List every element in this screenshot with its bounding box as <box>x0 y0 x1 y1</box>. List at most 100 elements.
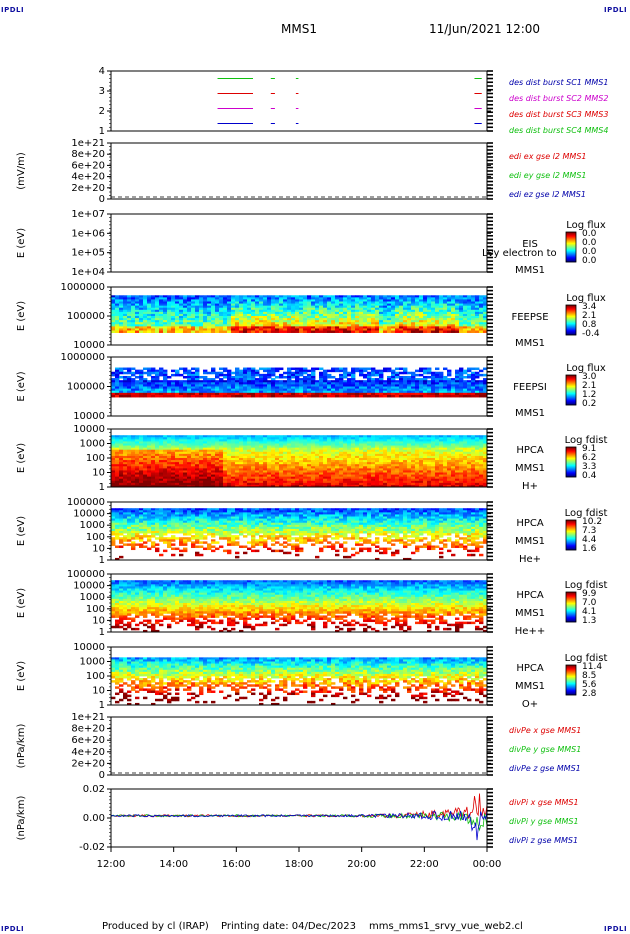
spectrogram-cell <box>387 316 392 319</box>
spectrogram-cell <box>307 476 312 480</box>
spectrogram-cell <box>327 386 332 390</box>
spectrogram-cell <box>207 313 212 317</box>
spectrogram-cell <box>267 437 272 440</box>
spectrogram-cell <box>155 297 160 300</box>
colorbar-tick: 1.2 <box>582 390 596 400</box>
spectrogram-cell <box>327 311 332 315</box>
spectrogram-cell <box>243 380 248 383</box>
spectrogram-cell <box>271 307 276 311</box>
spectrogram-cell <box>263 482 268 486</box>
spectrogram-cell <box>279 295 284 298</box>
spectrogram-cell <box>239 320 244 323</box>
spectrogram-cell <box>111 316 116 319</box>
spectrogram-cell <box>111 443 116 446</box>
spectrogram-cell <box>359 318 364 321</box>
spectrogram-cell <box>323 301 328 304</box>
legend-entry: des dist burst SC3 MMS3 <box>509 110 608 119</box>
spectrogram-cell <box>263 449 268 453</box>
spectrogram-cell <box>219 326 224 329</box>
spectrogram-cell <box>391 441 396 444</box>
spectrogram-cell <box>307 464 312 467</box>
spectrogram-cell <box>323 468 328 471</box>
spectrogram-cell <box>371 299 376 302</box>
spectrogram-cell <box>207 435 212 438</box>
spectrogram-cell <box>391 455 396 459</box>
spectrogram-cell <box>343 386 348 390</box>
spectrogram-cell <box>171 322 176 325</box>
spectrogram-cell <box>423 322 428 325</box>
spectrogram-cell <box>211 295 216 298</box>
spectrogram-cell <box>283 295 288 298</box>
spectrogram-cell <box>323 478 328 482</box>
spectrogram-cell <box>247 458 252 461</box>
spectrogram-cell <box>419 326 424 329</box>
colorbar-swatch <box>566 234 576 236</box>
spectrogram-cell <box>227 468 232 471</box>
spectrogram-cell <box>303 460 308 463</box>
spectrogram-cell <box>259 330 264 333</box>
spectrogram-cell <box>223 313 228 317</box>
spectrogram-cell <box>323 443 328 446</box>
spectrogram-cell <box>275 439 280 442</box>
spectrogram-cell <box>135 468 140 471</box>
spectrogram-cell <box>175 478 180 482</box>
spectrogram-cell <box>235 380 240 383</box>
spectrogram-cell <box>251 474 256 478</box>
spectrogram-cell <box>431 384 436 387</box>
spectrogram-cell <box>183 386 188 390</box>
spectrogram-cell <box>351 474 356 478</box>
spectrogram-cell <box>115 394 120 398</box>
spectrogram-cell <box>471 390 476 394</box>
spectrogram-cell <box>371 326 376 329</box>
spectrogram-cell <box>335 455 340 459</box>
spectrogram-cell <box>391 301 396 304</box>
spectrogram-cell <box>223 322 228 325</box>
spectrogram-cell <box>383 318 388 321</box>
spectrogram-cell <box>147 439 152 442</box>
spectrogram-cell <box>191 380 196 383</box>
spectrogram-cell <box>311 451 316 455</box>
spectrogram-cell <box>235 455 240 459</box>
spectrogram-cell <box>199 384 204 387</box>
spectrogram-cell <box>243 449 248 453</box>
spectrogram-cell <box>159 373 164 377</box>
spectrogram-cell <box>315 295 320 298</box>
spectrogram-cell <box>119 322 124 325</box>
spectrogram-cell <box>395 324 400 327</box>
spectrogram-cell <box>135 392 140 396</box>
spectrogram-cell <box>227 311 232 315</box>
spectrogram-cell <box>151 451 156 455</box>
spectrogram-cell <box>271 318 276 321</box>
spectrogram-cell <box>379 445 384 449</box>
spectrogram-cell <box>175 462 180 465</box>
spectrogram-cell <box>131 435 136 438</box>
spectrogram-cell <box>119 466 124 469</box>
spectrogram-cell <box>115 390 120 394</box>
spectrogram-cell <box>307 458 312 461</box>
spectrogram-cell <box>175 309 180 313</box>
spectrogram-cell <box>219 386 224 390</box>
spectrogram-cell <box>155 464 160 467</box>
spectrogram-cell <box>171 295 176 298</box>
spectrogram-cell <box>367 322 372 325</box>
spectrogram-cell <box>179 311 184 315</box>
spectrogram-cell <box>207 382 212 385</box>
spectrogram-cell <box>287 447 292 451</box>
spectrogram-cell <box>299 309 304 313</box>
spectrogram-cell <box>183 324 188 327</box>
spectrogram-cell <box>311 392 316 396</box>
spectrogram-cell <box>207 322 212 325</box>
spectrogram-cell <box>239 301 244 304</box>
spectrogram-cell <box>339 476 344 480</box>
spectrogram-cell <box>467 380 472 383</box>
spectrogram-cell <box>455 384 460 387</box>
spectrogram-cell <box>159 295 164 298</box>
spectrogram-cell <box>371 455 376 459</box>
spectrogram-cell <box>459 305 464 309</box>
spectrogram-cell <box>199 455 204 459</box>
spectrogram-cell <box>215 320 220 323</box>
spectrogram-cell <box>195 375 200 379</box>
spectrogram-cell <box>195 320 200 323</box>
spectrogram-cell <box>299 318 304 321</box>
spectrogram-cell <box>139 299 144 302</box>
